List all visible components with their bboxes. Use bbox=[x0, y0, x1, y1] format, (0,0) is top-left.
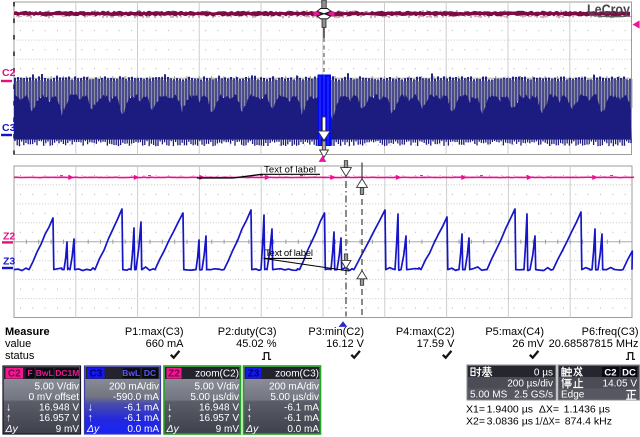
svg-text:5.00 V/div: 5.00 V/div bbox=[195, 381, 239, 392]
svg-text:17.59 V: 17.59 V bbox=[417, 338, 456, 350]
svg-text:Δy: Δy bbox=[5, 423, 19, 435]
svg-text:↑: ↑ bbox=[6, 412, 12, 424]
svg-text:16.957 V: 16.957 V bbox=[39, 413, 79, 424]
svg-text:660 mA: 660 mA bbox=[146, 338, 185, 350]
svg-text:5.00 µs/div: 5.00 µs/div bbox=[190, 392, 239, 403]
svg-text:0 mV offset: 0 mV offset bbox=[29, 392, 80, 403]
svg-text:-6.1 mA: -6.1 mA bbox=[124, 403, 159, 414]
svg-text:zoom(C2): zoom(C2) bbox=[195, 369, 239, 380]
svg-text:26 mV: 26 mV bbox=[512, 338, 544, 350]
svg-text:P5:max(C4): P5:max(C4) bbox=[485, 326, 544, 338]
svg-text:5.00 µs/div: 5.00 µs/div bbox=[270, 392, 319, 403]
svg-text:BwL: BwL bbox=[36, 368, 54, 378]
svg-text:P2:duty(C3): P2:duty(C3) bbox=[218, 326, 277, 338]
svg-text:X2=: X2= bbox=[466, 416, 485, 428]
svg-text:16.948 V: 16.948 V bbox=[199, 403, 239, 414]
svg-text:Z2: Z2 bbox=[168, 369, 180, 380]
svg-text:status: status bbox=[5, 350, 35, 362]
svg-text:Text of label: Text of label bbox=[265, 248, 313, 259]
svg-text:Measure: Measure bbox=[5, 326, 50, 338]
svg-text:16.948 V: 16.948 V bbox=[39, 403, 79, 414]
svg-text:45.02 %: 45.02 % bbox=[236, 338, 277, 350]
svg-text:Δy: Δy bbox=[86, 423, 100, 435]
svg-text:C2: C2 bbox=[2, 67, 16, 79]
svg-text:1.1436 µs: 1.1436 µs bbox=[564, 404, 610, 416]
svg-text:↑: ↑ bbox=[88, 412, 94, 424]
svg-text:Δy: Δy bbox=[245, 423, 259, 435]
svg-text:DC: DC bbox=[622, 367, 636, 378]
svg-text:DC1M: DC1M bbox=[55, 368, 79, 378]
svg-text:Δy: Δy bbox=[166, 423, 180, 435]
svg-text:0.0 mA: 0.0 mA bbox=[287, 424, 319, 435]
svg-text:↓: ↓ bbox=[167, 402, 173, 414]
svg-text:16.957 V: 16.957 V bbox=[199, 413, 239, 424]
svg-text:BwL: BwL bbox=[122, 368, 140, 378]
svg-text:5.00 V/div: 5.00 V/div bbox=[35, 381, 79, 392]
svg-text:↓: ↓ bbox=[88, 402, 94, 414]
svg-text:-590.0 mA: -590.0 mA bbox=[113, 392, 159, 403]
svg-text:↓: ↓ bbox=[247, 402, 253, 414]
svg-text:-6.1 mA: -6.1 mA bbox=[124, 413, 159, 424]
svg-text:P1:max(C3): P1:max(C3) bbox=[125, 326, 184, 338]
svg-text:874.4 kHz: 874.4 kHz bbox=[565, 416, 612, 428]
svg-text:ΔX=: ΔX= bbox=[539, 404, 559, 416]
svg-text:1.9400 µs: 1.9400 µs bbox=[487, 404, 533, 416]
svg-text:20.68587815 MHz: 20.68587815 MHz bbox=[549, 338, 639, 350]
svg-text:↓: ↓ bbox=[6, 402, 12, 414]
svg-text:200 µs/div: 200 µs/div bbox=[507, 379, 553, 390]
svg-text:Z3: Z3 bbox=[248, 369, 260, 380]
svg-text:9 mV: 9 mV bbox=[56, 424, 80, 435]
svg-text:zoom(C3): zoom(C3) bbox=[275, 369, 319, 380]
svg-text:2.5 GS/s: 2.5 GS/s bbox=[514, 390, 553, 401]
svg-text:16.12 V: 16.12 V bbox=[326, 338, 365, 350]
svg-text:↑: ↑ bbox=[167, 412, 173, 424]
svg-text:↑: ↑ bbox=[247, 412, 253, 424]
svg-text:14.05 V: 14.05 V bbox=[603, 379, 638, 390]
svg-text:value: value bbox=[5, 338, 31, 350]
svg-text:P3:min(C2): P3:min(C2) bbox=[308, 326, 364, 338]
svg-text:Text of label: Text of label bbox=[264, 165, 316, 176]
svg-text:C2: C2 bbox=[8, 369, 21, 380]
svg-text:5.00 MS: 5.00 MS bbox=[470, 390, 508, 401]
svg-text:Z3: Z3 bbox=[3, 256, 15, 268]
svg-text:X1=: X1= bbox=[466, 404, 485, 416]
svg-text:9 mV: 9 mV bbox=[216, 424, 240, 435]
svg-text:Edge: Edge bbox=[561, 390, 585, 401]
svg-text:DC: DC bbox=[144, 368, 156, 378]
svg-text:200 mA/div: 200 mA/div bbox=[109, 381, 159, 392]
svg-text:1/ΔX=: 1/ΔX= bbox=[535, 416, 560, 428]
svg-text:P6:freq(C3): P6:freq(C3) bbox=[582, 326, 639, 338]
svg-text:200 mA/div: 200 mA/div bbox=[269, 381, 319, 392]
svg-text:C3: C3 bbox=[2, 122, 16, 134]
svg-text:3.0836 µs: 3.0836 µs bbox=[487, 416, 533, 428]
svg-text:F: F bbox=[27, 368, 32, 378]
svg-text:0.0 mA: 0.0 mA bbox=[127, 424, 159, 435]
svg-text:LeCroy: LeCroy bbox=[587, 2, 630, 17]
svg-text:0 µs: 0 µs bbox=[534, 367, 553, 378]
svg-text:P4:max(C2): P4:max(C2) bbox=[396, 326, 455, 338]
svg-text:C2: C2 bbox=[604, 367, 616, 378]
svg-text:Z2: Z2 bbox=[3, 231, 15, 243]
svg-text:-6.1 mA: -6.1 mA bbox=[284, 413, 319, 424]
svg-text:-6.1 mA: -6.1 mA bbox=[284, 403, 319, 414]
svg-text:C3: C3 bbox=[89, 369, 102, 380]
